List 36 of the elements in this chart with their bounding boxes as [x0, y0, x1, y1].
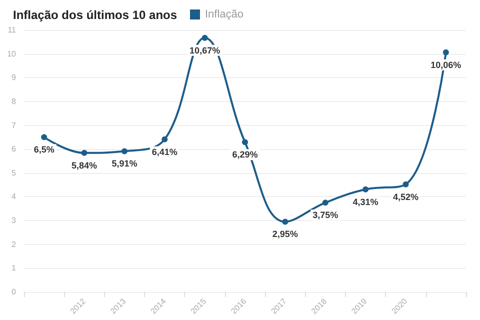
y-tick-label: 4 — [12, 192, 17, 202]
data-label: 6,29% — [232, 150, 258, 160]
data-label: 10,06% — [430, 60, 462, 70]
data-label: 10,67% — [190, 45, 220, 56]
data-label: 4,52% — [392, 192, 418, 202]
point — [322, 200, 328, 206]
point — [242, 139, 248, 146]
point — [202, 34, 208, 41]
y-tick-label: 9 — [12, 73, 17, 82]
data-label: 3,75% — [312, 210, 338, 220]
y-tick-label: 11 — [8, 26, 17, 34]
legend-label: Inflação — [205, 8, 244, 20]
point — [442, 49, 449, 56]
point — [81, 150, 88, 156]
data-label: 2,95% — [272, 229, 298, 240]
point — [282, 218, 288, 225]
y-tick-label: 10 — [7, 49, 17, 58]
point — [162, 136, 168, 142]
point — [402, 181, 409, 188]
data-label: 6,41% — [152, 146, 178, 157]
y-tick-label: 7 — [12, 120, 17, 130]
data-label: 6,5% — [34, 144, 54, 155]
data-label: 4,31% — [352, 196, 378, 207]
chart-title: Inflação dos últimos 10 anos — [13, 8, 178, 22]
data-label: 5,91% — [112, 158, 138, 169]
point — [362, 186, 369, 192]
y-tick-label: 3 — [12, 216, 17, 226]
point — [121, 148, 128, 154]
y-tick-label: 5 — [12, 168, 17, 178]
y-tick-label: 2 — [12, 240, 17, 249]
data-label: 5,84% — [72, 160, 98, 170]
y-tick-label: 8 — [12, 96, 17, 106]
point — [41, 134, 48, 140]
y-tick-label: 1 — [12, 264, 17, 273]
y-tick-label: 6 — [12, 144, 17, 154]
y-tick-label: 0 — [12, 288, 17, 296]
